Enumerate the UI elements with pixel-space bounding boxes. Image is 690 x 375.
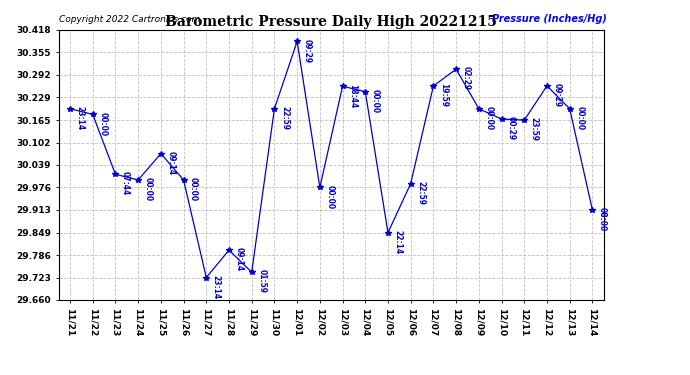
Text: 00:00: 00:00 bbox=[98, 112, 107, 136]
Text: 09:29: 09:29 bbox=[303, 39, 312, 63]
Text: 23:14: 23:14 bbox=[76, 106, 85, 130]
Text: 09:29: 09:29 bbox=[553, 83, 562, 107]
Text: 08:00: 08:00 bbox=[598, 207, 607, 231]
Text: 07:44: 07:44 bbox=[121, 171, 130, 196]
Text: 19:59: 19:59 bbox=[439, 83, 448, 107]
Text: 09:14: 09:14 bbox=[235, 248, 244, 272]
Text: 00:00: 00:00 bbox=[189, 177, 198, 201]
Text: 00:00: 00:00 bbox=[371, 89, 380, 113]
Text: 00:00: 00:00 bbox=[326, 184, 335, 209]
Text: 22:14: 22:14 bbox=[393, 230, 402, 254]
Text: 02:29: 02:29 bbox=[462, 66, 471, 90]
Text: 09:14: 09:14 bbox=[166, 151, 175, 175]
Text: 23:14: 23:14 bbox=[212, 275, 221, 299]
Title: Barometric Pressure Daily High 20221215: Barometric Pressure Daily High 20221215 bbox=[166, 15, 497, 29]
Text: 22:59: 22:59 bbox=[416, 181, 425, 205]
Text: 00:29: 00:29 bbox=[507, 116, 516, 140]
Text: 00:00: 00:00 bbox=[484, 106, 493, 130]
Text: 22:59: 22:59 bbox=[280, 106, 289, 130]
Text: 01:59: 01:59 bbox=[257, 270, 266, 294]
Text: Copyright 2022 Cartronics.com: Copyright 2022 Cartronics.com bbox=[59, 15, 200, 24]
Text: Pressure (Inches/Hg): Pressure (Inches/Hg) bbox=[493, 14, 607, 24]
Text: 00:00: 00:00 bbox=[144, 177, 152, 201]
Text: 18:44: 18:44 bbox=[348, 84, 357, 108]
Text: 23:59: 23:59 bbox=[530, 117, 539, 141]
Text: 00:00: 00:00 bbox=[575, 106, 584, 130]
